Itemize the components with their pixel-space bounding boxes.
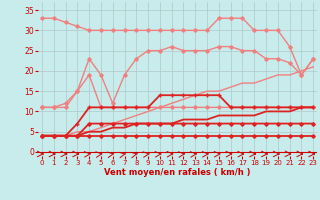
- X-axis label: Vent moyen/en rafales ( km/h ): Vent moyen/en rafales ( km/h ): [104, 168, 251, 177]
